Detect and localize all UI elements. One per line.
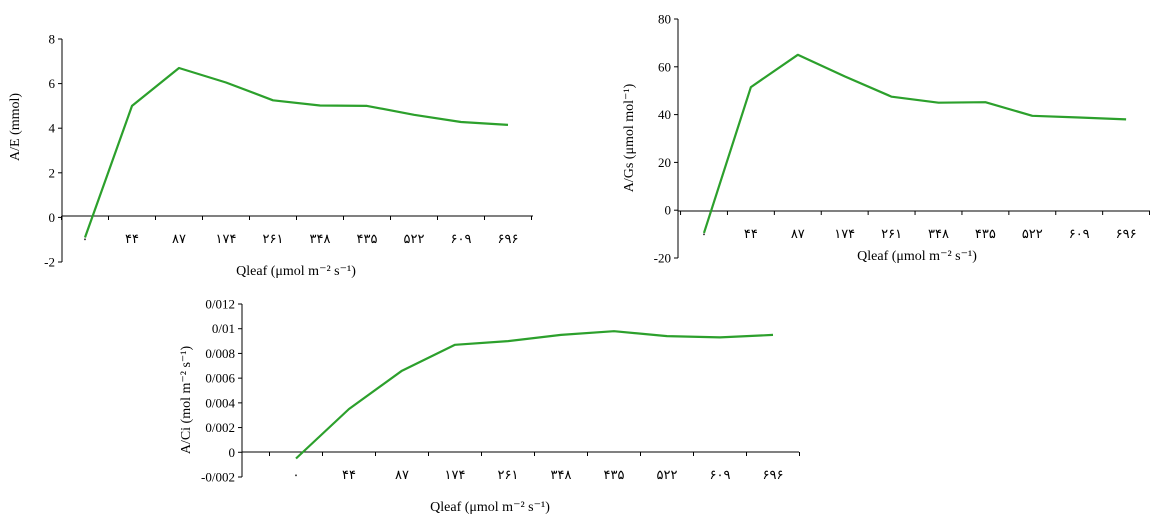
y-axis-title: A/Ci (mol m⁻² s⁻¹): [179, 345, 194, 454]
y-tick-label: 0: [49, 210, 56, 225]
y-tick-label: 0/002: [205, 420, 235, 435]
y-tick-label: 0/008: [205, 346, 235, 361]
series-line: [295, 330, 774, 460]
y-tick-label: 8: [49, 32, 56, 47]
x-tick-label: ۶۰۹: [1069, 226, 1090, 241]
y-tick-label: 0: [665, 203, 672, 218]
x-axis-title: Qleaf (μmol m⁻² s⁻¹): [236, 264, 356, 279]
x-tick-label: ۱۷۴: [834, 226, 855, 241]
y-tick-label: -0/002: [201, 470, 235, 485]
x-tick-label: ۴۳۵: [604, 467, 625, 482]
x-tick-label: ۱۷۴: [216, 231, 237, 246]
x-tick-label: ۰: [293, 467, 300, 482]
x-tick-label: ۳۴۸: [310, 231, 331, 246]
x-axis-title: Qleaf (μmol m⁻² s⁻¹): [430, 500, 550, 515]
y-tick-label: 60: [658, 59, 671, 74]
y-tick-label: 20: [658, 155, 671, 170]
x-tick-label: ۰: [701, 226, 708, 241]
x-tick-label: ۱۷۴: [445, 467, 466, 482]
y-tick-label: -20: [654, 251, 671, 266]
x-tick-label: ۶۰۹: [451, 231, 472, 246]
x-tick-label: ۲۶۱: [263, 231, 284, 246]
x-tick-label: ۶۹۶: [498, 231, 519, 246]
y-tick-label: 0: [229, 445, 236, 460]
x-tick-label: ۸۷: [791, 226, 805, 241]
y-axis-title: A/Gs (μmol mol⁻¹): [622, 83, 637, 192]
x-axis-title: Qleaf (μmol m⁻² s⁻¹): [857, 249, 977, 264]
x-tick-label: ۲۶۱: [498, 467, 519, 482]
x-tick-label: ۶۰۹: [710, 467, 731, 482]
chart-aci: -0/002 0 0/002 0/004 0/006 0/008 0/01 0/012 ۰ ۴۴…: [179, 297, 800, 515]
x-tick-label: ۵۲۲: [1022, 226, 1043, 241]
x-tick-label: ۶۹۶: [763, 467, 784, 482]
series-line: [83, 66, 509, 238]
chart-ae: -2 0 2 4 6 8 ۰ ۴۴ ۸۷ ۱۷۴ ۲۶۱ ۳۴۸ ۴۳۵ ۵۲۲ ۶۰۹ ۶۹۶ A/E (…: [8, 32, 533, 279]
series-line: [702, 53, 1127, 234]
y-tick-label: 40: [658, 107, 671, 122]
x-tick-label: ۳۴۸: [551, 467, 572, 482]
x-tick-label: ۵۲۲: [657, 467, 678, 482]
x-tick-label: ۸۷: [172, 231, 186, 246]
x-tick-label: ۴۴: [744, 226, 758, 241]
x-tick-label: ۴۳۵: [975, 226, 996, 241]
y-tick-label: 80: [658, 12, 671, 27]
x-tick-label: ۳۴۸: [928, 226, 949, 241]
x-tick-label: ۴۴: [125, 231, 139, 246]
y-tick-label: 6: [49, 76, 56, 91]
y-tick-label: 2: [49, 165, 56, 180]
y-tick-label: -2: [44, 255, 55, 270]
x-tick-label: ۴۳۵: [357, 231, 378, 246]
y-tick-label: 4: [49, 121, 56, 136]
x-tick-label: ۵۲۲: [404, 231, 425, 246]
x-tick-label: ۲۶۱: [881, 226, 902, 241]
y-tick-label: 0/006: [205, 371, 235, 386]
x-tick-label: ۴۴: [342, 467, 356, 482]
y-axis-title: A/E (mmol): [8, 93, 23, 161]
x-tick-label: ۶۹۶: [1116, 226, 1137, 241]
y-tick-label: 0/004: [205, 395, 235, 410]
y-tick-label: 0/012: [205, 297, 235, 312]
x-tick-label: ۸۷: [395, 467, 409, 482]
y-tick-label: 0/01: [212, 321, 235, 336]
x-tick-label: ۰: [82, 231, 89, 246]
